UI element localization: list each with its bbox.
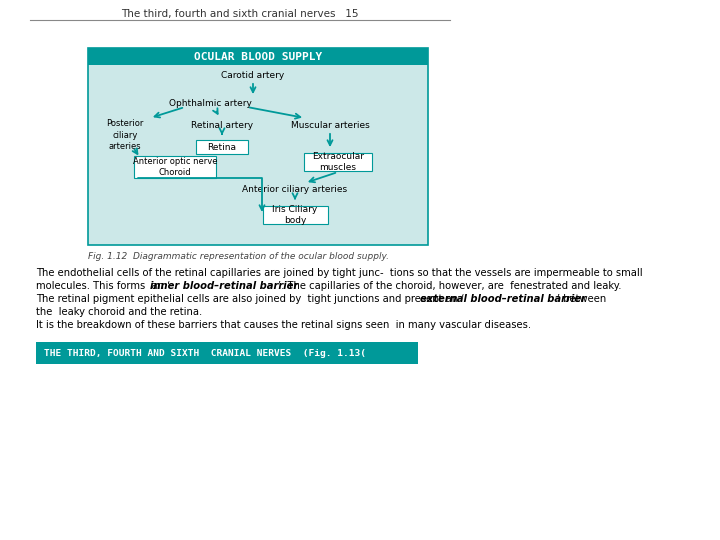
Text: ’. The capillaries of the choroid, however, are  fenestrated and leaky.: ’. The capillaries of the choroid, howev… xyxy=(278,281,621,291)
Text: The third, fourth and sixth cranial nerves   15: The third, fourth and sixth cranial nerv… xyxy=(121,9,359,19)
Text: It is the breakdown of these barriers that causes the retinal signs seen  in man: It is the breakdown of these barriers th… xyxy=(36,320,531,330)
Bar xyxy=(196,140,248,154)
Text: inner blood–retinal barrier: inner blood–retinal barrier xyxy=(150,281,298,291)
Text: Muscular arteries: Muscular arteries xyxy=(291,122,369,131)
Text: Extraocular
muscles: Extraocular muscles xyxy=(312,152,364,172)
Text: the  leaky choroid and the retina.: the leaky choroid and the retina. xyxy=(36,307,202,317)
Bar xyxy=(36,342,418,364)
Text: external blood–retinal barrier: external blood–retinal barrier xyxy=(420,294,586,304)
Text: Fig. 1.12  Diagrammatic representation of the ocular blood supply.: Fig. 1.12 Diagrammatic representation of… xyxy=(88,252,389,261)
Text: Anterior optic nerve
Choroid: Anterior optic nerve Choroid xyxy=(132,157,217,177)
Bar xyxy=(88,48,428,65)
Text: Iris Ciliary
body: Iris Ciliary body xyxy=(272,205,318,225)
Text: The endothelial cells of the retinal capillaries are joined by tight junc-  tion: The endothelial cells of the retinal cap… xyxy=(36,268,643,278)
Text: OCULAR BLOOD SUPPLY: OCULAR BLOOD SUPPLY xyxy=(194,51,322,62)
Text: Anterior ciliary arteries: Anterior ciliary arteries xyxy=(243,186,348,194)
Bar xyxy=(88,48,428,245)
Text: The retinal pigment epithelial cells are also joined by  tight junctions and pre: The retinal pigment epithelial cells are… xyxy=(36,294,464,304)
Text: THE THIRD, FOURTH AND SIXTH  CRANIAL NERVES  (Fig. 1.13(: THE THIRD, FOURTH AND SIXTH CRANIAL NERV… xyxy=(44,348,366,357)
Bar xyxy=(263,206,328,224)
Text: Retinal artery: Retinal artery xyxy=(191,122,253,131)
Text: Posterior
ciliary
arteries: Posterior ciliary arteries xyxy=(107,119,144,151)
Bar xyxy=(134,156,216,178)
Text: ’ between: ’ between xyxy=(557,294,606,304)
Text: Carotid artery: Carotid artery xyxy=(221,71,284,80)
Text: Ophthalmic artery: Ophthalmic artery xyxy=(168,99,251,109)
Bar xyxy=(304,153,372,171)
Text: Retina: Retina xyxy=(207,143,236,152)
Text: molecules. This forms  an ‘: molecules. This forms an ‘ xyxy=(36,281,170,291)
